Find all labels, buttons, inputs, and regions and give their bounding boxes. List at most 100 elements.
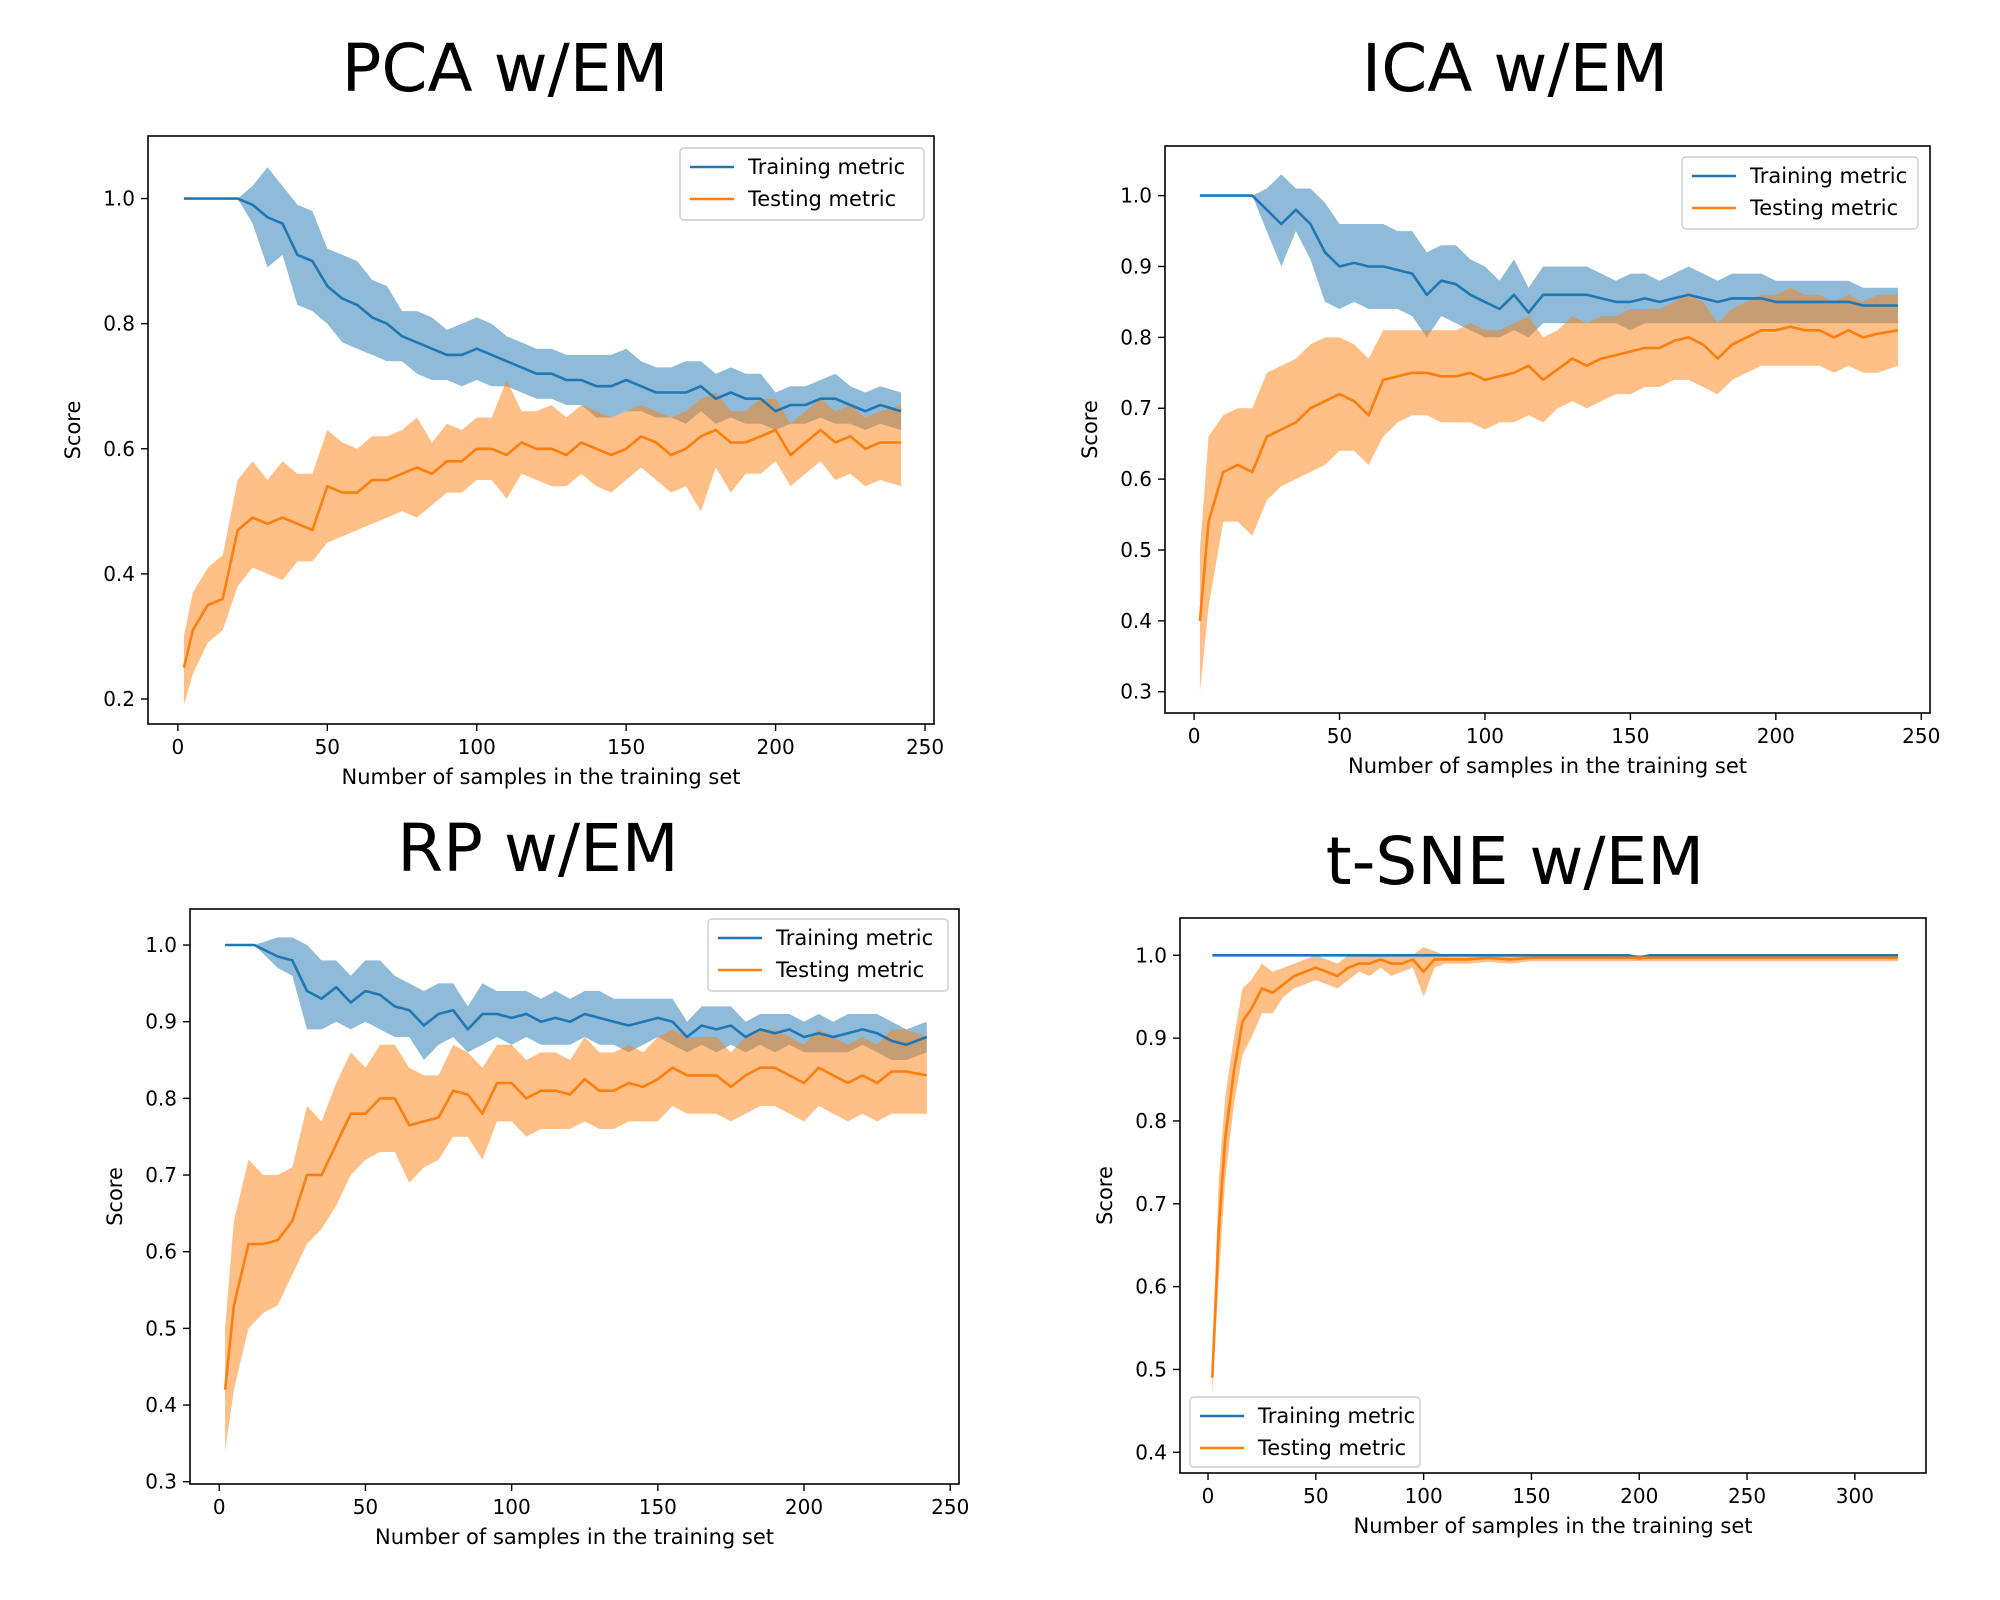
- ica-chart: 0 50 100 150 200 250 0.3 0.4 0.5 0.6 0.7 0.8 0.9 1.0 N…: [1078, 145, 1940, 778]
- ica-legend-label-testing: Testing metric: [1749, 196, 1898, 220]
- ica-chart-title: ICA w/EM: [1361, 30, 1669, 107]
- ica-y-axis-label: Score: [1078, 400, 1102, 459]
- tsne-plot-area: [1211, 947, 1898, 1395]
- ica-legend: Training metric Testing metric: [1681, 156, 1919, 230]
- rp-ytick-label: 0.4: [145, 1393, 177, 1417]
- rp-band-testing: [225, 1029, 927, 1451]
- pca-x-axis-label: Number of samples in the training set: [342, 765, 741, 789]
- pca-legend-label-training: Training metric: [747, 155, 905, 179]
- ica-ytick-label: 0.6: [1120, 467, 1152, 491]
- ica-legend-box: [1681, 156, 1919, 230]
- ica-legend-label-training: Training metric: [1749, 164, 1907, 188]
- pca-xtick-label: 50: [315, 735, 340, 759]
- pca-xtick-label: 0: [172, 735, 185, 759]
- ica-ytick-label: 0.4: [1120, 609, 1152, 633]
- rp-y-axis-label: Score: [103, 1167, 127, 1226]
- rp-legend-label-testing: Testing metric: [775, 958, 924, 982]
- rp-chart-title: RP w/EM: [397, 810, 679, 887]
- pca-legend: Training metric Testing metric: [679, 147, 925, 221]
- tsne-xtick-label: 50: [1303, 1484, 1328, 1508]
- tsne-ytick-label: 0.6: [1135, 1275, 1167, 1299]
- rp-legend: Training metric Testing metric: [707, 918, 949, 992]
- tsne-ytick-label: 0.4: [1135, 1440, 1167, 1464]
- ica-ytick-label: 0.5: [1120, 538, 1152, 562]
- rp-plot-area: [223, 937, 928, 1451]
- pca-ytick-label: 0.8: [103, 312, 135, 336]
- pca-band-testing: [183, 380, 902, 706]
- rp-ytick-label: 0.9: [145, 1010, 177, 1034]
- tsne-xtick-label: 300: [1836, 1484, 1874, 1508]
- ica-line-testing: [1198, 325, 1899, 622]
- rp-xtick-label: 0: [213, 1495, 226, 1519]
- pca-xtick-label: 100: [458, 735, 496, 759]
- ica-axes-frame: [1164, 145, 1931, 714]
- pca-ytick-label: 0.6: [103, 437, 135, 461]
- tsne-legend-box: [1189, 1396, 1421, 1468]
- ica-ytick-label: 0.8: [1120, 325, 1152, 349]
- rp-band-training: [225, 937, 927, 1060]
- pca-ytick-label: 0.4: [103, 562, 135, 586]
- pca-ytick-label: 1.0: [103, 187, 135, 211]
- pca-plot-area: [182, 167, 902, 706]
- rp-ytick-label: 0.6: [145, 1240, 177, 1264]
- ica-xtick-label: 50: [1327, 724, 1352, 748]
- rp-legend-box: [707, 918, 949, 992]
- tsne-xtick-label: 100: [1405, 1484, 1443, 1508]
- rp-ytick-label: 0.8: [145, 1086, 177, 1110]
- tsne-xtick-label: 150: [1512, 1484, 1550, 1508]
- ica-x-axis-label: Number of samples in the training set: [1348, 754, 1747, 778]
- rp-xtick-label: 50: [353, 1495, 378, 1519]
- tsne-chart-title: t-SNE w/EM: [1325, 823, 1705, 900]
- rp-xtick-label: 100: [493, 1495, 531, 1519]
- pca-legend-label-testing: Testing metric: [747, 187, 896, 211]
- rp-line-training: [225, 943, 928, 1046]
- tsne-legend-label-training: Training metric: [1257, 1404, 1415, 1428]
- tsne-ytick-label: 0.7: [1135, 1192, 1167, 1216]
- pca-y-axis-label: Score: [61, 401, 85, 460]
- ica-ytick-label: 0.7: [1120, 396, 1152, 420]
- tsne-legend-label-testing: Testing metric: [1257, 1436, 1406, 1460]
- rp-axes-frame: [189, 908, 960, 1485]
- ica-ytick-label: 0.9: [1120, 254, 1152, 278]
- ica-ytick-label: 1.0: [1120, 184, 1152, 208]
- pca-chart-title: PCA w/EM: [341, 30, 669, 107]
- tsne-axes-frame: [1179, 917, 1927, 1474]
- rp-x-axis-label: Number of samples in the training set: [375, 1525, 774, 1549]
- ica-xtick-label: 150: [1611, 724, 1649, 748]
- tsne-legend: Training metric Testing metric: [1189, 1396, 1421, 1468]
- tsne-x-axis-label: Number of samples in the training set: [1354, 1514, 1753, 1538]
- pca-line-training: [183, 197, 902, 413]
- pca-xtick-label: 150: [607, 735, 645, 759]
- rp-xtick-label: 200: [785, 1495, 823, 1519]
- pca-legend-box: [679, 147, 925, 221]
- rp-xtick-label: 150: [639, 1495, 677, 1519]
- pca-xtick-label: 250: [906, 735, 944, 759]
- rp-chart: 0 50 100 150 200 250 0.3 0.4 0.5 0.6 0.7 0.8 0.9 1.0 N…: [103, 908, 969, 1549]
- rp-line-testing: [223, 1066, 928, 1390]
- tsne-chart: 0 50 100 150 200 250 300 0.4 0.5 0.6 0.7 0.8 0.9 1.0 N…: [1093, 917, 1927, 1538]
- tsne-xtick-label: 250: [1728, 1484, 1766, 1508]
- ica-line-training: [1199, 194, 1898, 314]
- rp-xtick-label: 250: [931, 1495, 969, 1519]
- rp-ytick-label: 0.7: [145, 1163, 177, 1187]
- pca-band-training: [183, 167, 902, 431]
- tsne-ytick-label: 0.9: [1135, 1026, 1167, 1050]
- ica-plot-area: [1198, 174, 1899, 692]
- tsne-ytick-label: 0.5: [1135, 1357, 1167, 1381]
- pca-chart: 0 50 100 150 200 250 0.2 0.4 0.6 0.8 1.0 Number of …: [61, 135, 944, 789]
- ica-xtick-label: 100: [1466, 724, 1504, 748]
- pca-axes-frame: [147, 135, 935, 725]
- ica-ytick-label: 0.3: [1120, 680, 1152, 704]
- rp-ytick-label: 0.3: [145, 1470, 177, 1494]
- tsne-ytick-label: 1.0: [1135, 943, 1167, 967]
- pca-xtick-label: 200: [757, 735, 795, 759]
- ica-xtick-label: 250: [1902, 724, 1940, 748]
- ica-xtick-label: 200: [1757, 724, 1795, 748]
- tsne-xtick-label: 200: [1620, 1484, 1658, 1508]
- rp-ytick-label: 1.0: [145, 933, 177, 957]
- tsne-y-axis-label: Score: [1093, 1166, 1117, 1225]
- tsne-band-testing: [1212, 947, 1898, 1395]
- tsne-ytick-label: 0.8: [1135, 1109, 1167, 1133]
- pca-ytick-label: 0.2: [103, 687, 135, 711]
